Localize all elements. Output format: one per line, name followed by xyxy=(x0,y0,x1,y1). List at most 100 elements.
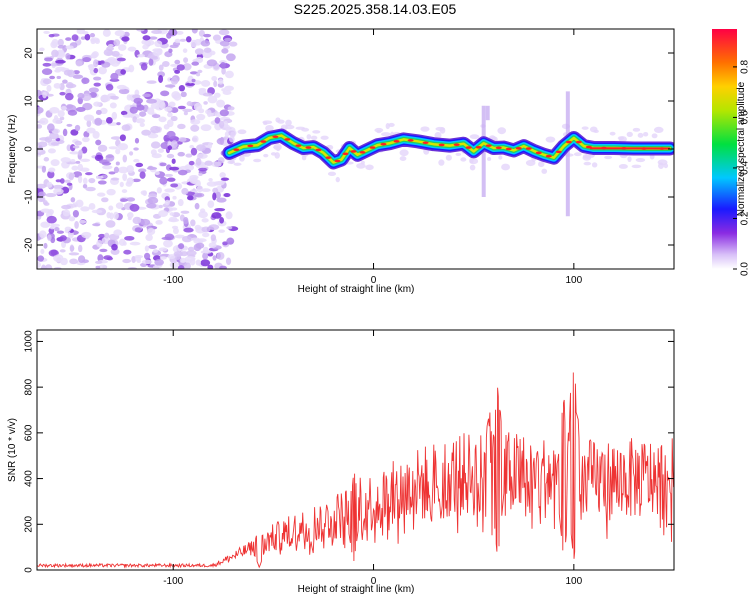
noise-blob xyxy=(65,45,74,50)
halo-blob xyxy=(591,162,598,168)
noise-blob xyxy=(129,106,138,114)
noise-blob xyxy=(100,107,108,115)
noise-blob xyxy=(220,177,230,181)
noise-blob xyxy=(42,78,52,85)
halo-blob xyxy=(643,131,649,137)
noise-blob xyxy=(189,257,196,266)
noise-blob xyxy=(55,179,62,183)
noise-blob xyxy=(214,117,221,124)
noise-blob xyxy=(218,78,224,85)
noise-blob xyxy=(185,153,193,158)
noise-blob xyxy=(207,200,215,209)
noise-blob xyxy=(120,69,126,75)
noise-blob xyxy=(95,260,103,265)
noise-blob xyxy=(64,179,71,183)
noise-blob xyxy=(116,57,126,62)
noise-blob xyxy=(110,177,120,181)
noise-blob xyxy=(141,39,149,45)
noise-blob xyxy=(78,244,83,253)
halo-blob xyxy=(469,164,476,171)
noise-blob xyxy=(167,145,173,151)
halo-blob xyxy=(469,134,480,140)
noise-blob xyxy=(220,62,226,69)
noise-blob xyxy=(84,33,91,41)
spectrogram-plot xyxy=(37,29,674,269)
noise-blob xyxy=(177,105,186,110)
noise-blob xyxy=(161,61,170,67)
noise-blob xyxy=(151,153,162,159)
noise-blob xyxy=(146,203,157,209)
noise-blob xyxy=(56,75,62,80)
noise-blob xyxy=(215,180,225,186)
colorbar-tick-label: 0.6 xyxy=(740,110,750,124)
noise-blob xyxy=(204,160,213,166)
noise-blob xyxy=(175,30,184,35)
noise-blob xyxy=(186,101,193,107)
noise-blob xyxy=(57,38,64,47)
noise-blob xyxy=(68,216,76,222)
hot-spot xyxy=(555,150,562,154)
noise-blob xyxy=(191,135,199,143)
hot-spot xyxy=(422,141,429,145)
noise-blob xyxy=(88,202,96,210)
noise-blob xyxy=(169,261,180,268)
hot-spot xyxy=(233,148,240,152)
noise-blob xyxy=(159,256,167,260)
hot-spot xyxy=(305,146,312,149)
noise-blob xyxy=(178,137,187,142)
noise-blob xyxy=(199,208,206,214)
noise-blob xyxy=(195,157,202,166)
noise-blob xyxy=(148,244,158,250)
noise-blob xyxy=(196,144,206,152)
noise-blob xyxy=(147,197,159,204)
noise-blob xyxy=(133,147,139,151)
halo-blob xyxy=(487,157,492,161)
noise-blob xyxy=(126,94,132,101)
noise-blob xyxy=(86,119,92,128)
noise-blob xyxy=(151,114,161,119)
noise-blob xyxy=(50,249,58,256)
halo-blob xyxy=(301,127,310,132)
noise-blob xyxy=(193,243,202,252)
noise-blob xyxy=(113,166,120,174)
noise-blob xyxy=(133,97,144,104)
noise-blob xyxy=(132,216,142,225)
noise-blob xyxy=(108,146,118,150)
noise-blob xyxy=(104,232,110,239)
noise-blob xyxy=(135,162,144,168)
noise-blob xyxy=(195,72,201,77)
noise-blob xyxy=(121,36,130,42)
noise-blob xyxy=(39,117,49,125)
noise-blob xyxy=(108,95,119,100)
noise-blob xyxy=(158,74,164,83)
noise-blob xyxy=(154,171,160,176)
noise-blob xyxy=(212,187,219,194)
noise-blob xyxy=(89,33,96,38)
noise-blob xyxy=(80,36,86,40)
noise-blob xyxy=(168,48,173,53)
noise-blob xyxy=(190,39,198,48)
noise-blob xyxy=(70,159,76,163)
noise-blob xyxy=(174,234,185,239)
noise-blob xyxy=(105,220,116,228)
noise-blob xyxy=(66,182,73,186)
noise-blob xyxy=(74,124,81,132)
noise-blob xyxy=(174,38,181,44)
noise-blob xyxy=(101,197,109,203)
noise-blob xyxy=(46,181,53,188)
y-tick-label: -20 xyxy=(24,237,35,252)
noise-blob xyxy=(46,215,57,224)
noise-blob xyxy=(126,197,136,202)
noise-blob xyxy=(212,34,222,42)
noise-blob xyxy=(196,185,204,193)
noise-blob xyxy=(119,181,124,188)
noise-blob xyxy=(148,36,158,40)
noise-blob xyxy=(43,202,50,206)
colorbar-tick-label: 0.0 xyxy=(740,262,750,276)
y-tick-label: 0 xyxy=(24,146,35,152)
y-tick-label: 0 xyxy=(24,567,35,573)
hot-spot xyxy=(334,159,341,163)
noise-blob xyxy=(62,209,71,217)
noise-blob xyxy=(56,49,65,57)
